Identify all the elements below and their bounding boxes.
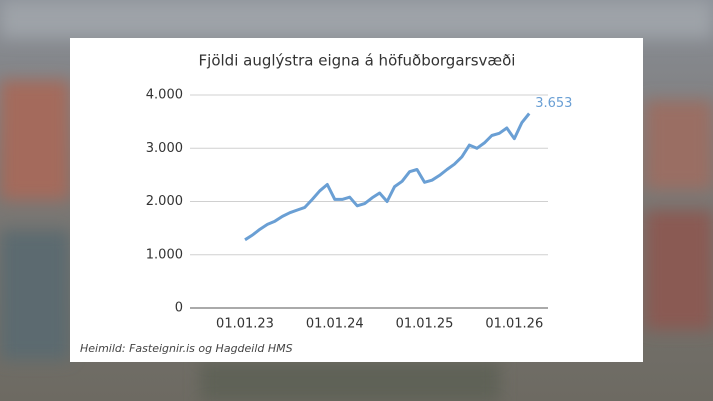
x-tick-label: 01.01.25 [396, 317, 454, 332]
y-tick-label: 4.000 [146, 88, 183, 103]
x-tick-label: 01.01.23 [216, 317, 274, 332]
y-tick-label: 0 [175, 301, 183, 316]
y-tick-label: 3.000 [146, 141, 183, 156]
x-tick-label: 01.01.26 [485, 317, 543, 332]
source-note: Heimild: Fasteignir.is og Hagdeild HMS [80, 342, 293, 355]
x-tick-label: 01.01.24 [306, 317, 364, 332]
value-label: 3.653 [535, 96, 572, 111]
chart-title: Fjöldi auglýstra eigna á höfuðborgarsvæð… [199, 52, 516, 70]
data-line [244, 112, 531, 242]
y-tick-label: 1.000 [146, 247, 183, 262]
y-tick-label: 2.000 [146, 194, 183, 209]
